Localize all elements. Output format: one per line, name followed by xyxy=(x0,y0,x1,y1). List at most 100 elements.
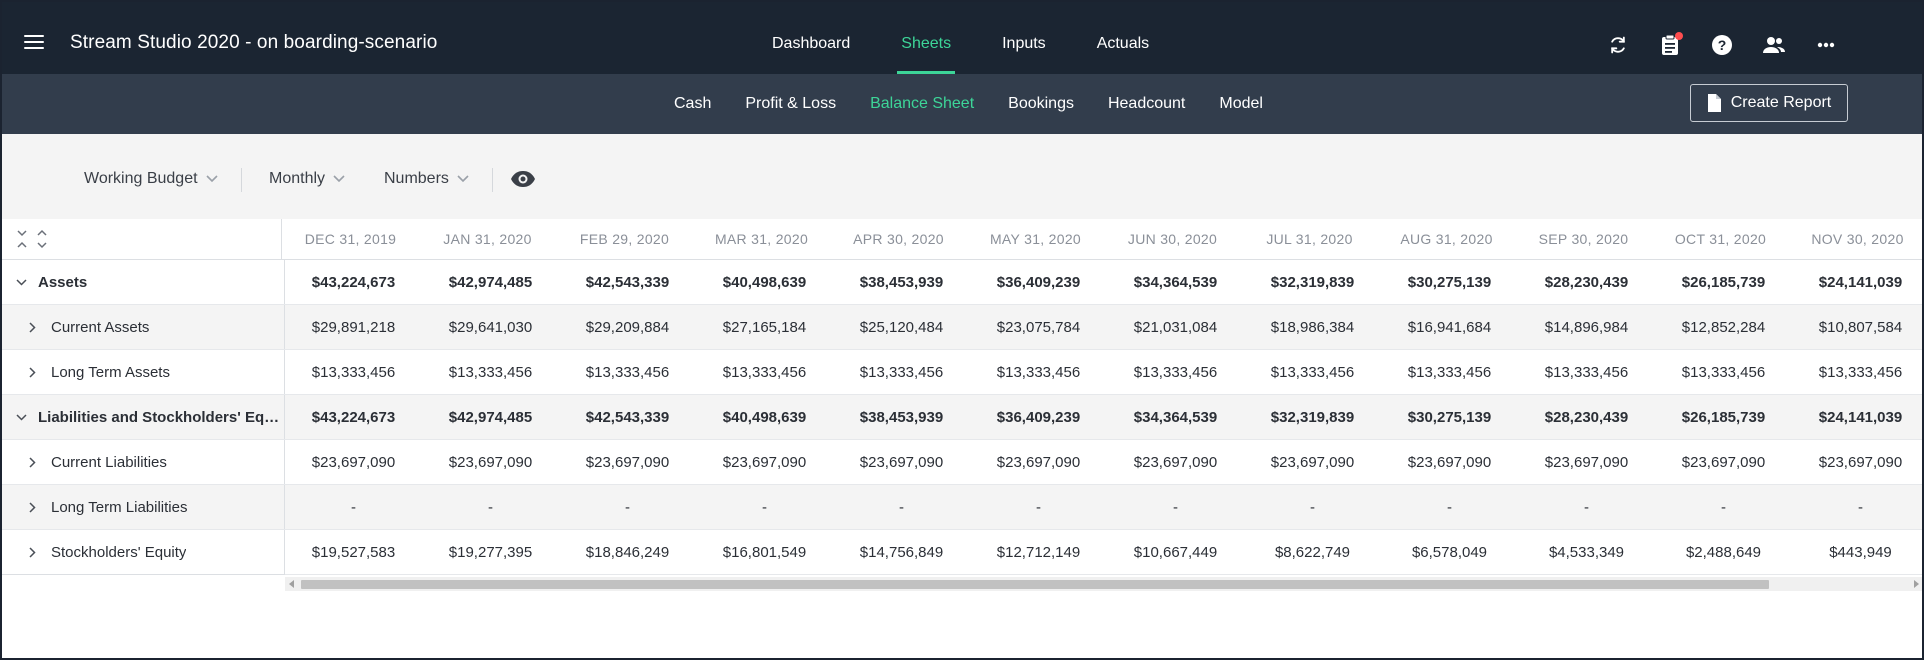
table-cell[interactable]: - xyxy=(351,499,356,516)
table-cell[interactable]: $42,543,339 xyxy=(585,274,670,291)
more-icon[interactable] xyxy=(1800,30,1852,60)
table-cell[interactable]: $32,319,839 xyxy=(1270,274,1355,291)
table-cell[interactable]: $14,756,849 xyxy=(859,544,944,561)
table-cell[interactable]: $13,333,456 xyxy=(585,364,670,381)
row-label[interactable]: Stockholders' Equity xyxy=(2,530,285,574)
table-cell[interactable]: $443,949 xyxy=(1829,544,1892,561)
table-cell[interactable]: $23,075,784 xyxy=(996,319,1081,336)
eye-icon[interactable] xyxy=(510,170,536,193)
table-cell[interactable]: $28,230,439 xyxy=(1544,274,1629,291)
table-cell[interactable]: $13,333,456 xyxy=(1270,364,1355,381)
table-cell[interactable]: $13,333,456 xyxy=(859,364,944,381)
scroll-right-icon[interactable] xyxy=(1914,580,1919,588)
table-cell[interactable]: $34,364,539 xyxy=(1133,409,1218,426)
table-cell[interactable]: $13,333,456 xyxy=(996,364,1081,381)
table-cell[interactable]: $43,224,673 xyxy=(311,274,396,291)
table-cell[interactable]: $23,697,090 xyxy=(722,454,807,471)
period-dropdown[interactable]: Monthly xyxy=(269,170,345,188)
nav-inputs[interactable]: Inputs xyxy=(1002,35,1046,52)
table-cell[interactable]: $28,230,439 xyxy=(1544,409,1629,426)
row-label[interactable]: Current Liabilities xyxy=(2,440,285,484)
table-cell[interactable]: $26,185,739 xyxy=(1681,274,1766,291)
table-cell[interactable]: $36,409,239 xyxy=(996,274,1081,291)
scroll-left-icon[interactable] xyxy=(289,580,294,588)
table-cell[interactable]: $36,409,239 xyxy=(996,409,1081,426)
table-cell[interactable]: $8,622,749 xyxy=(1274,544,1351,561)
table-cell[interactable]: $38,453,939 xyxy=(859,274,944,291)
table-cell[interactable]: $16,941,684 xyxy=(1407,319,1492,336)
chevron-right-icon[interactable] xyxy=(29,321,41,333)
table-cell[interactable]: $32,319,839 xyxy=(1270,409,1355,426)
table-cell[interactable]: $10,667,449 xyxy=(1133,544,1218,561)
table-cell[interactable]: - xyxy=(1584,499,1589,516)
budget-dropdown[interactable]: Working Budget xyxy=(84,170,218,188)
help-icon[interactable]: ? xyxy=(1696,30,1748,60)
table-cell[interactable]: $13,333,456 xyxy=(1818,364,1903,381)
table-cell[interactable]: $38,453,939 xyxy=(859,409,944,426)
nav-dashboard[interactable]: Dashboard xyxy=(772,35,851,52)
table-cell[interactable]: $30,275,139 xyxy=(1407,274,1492,291)
table-cell[interactable]: $23,697,090 xyxy=(1818,454,1903,471)
create-report-button[interactable]: Create Report xyxy=(1690,84,1848,122)
table-cell[interactable]: $42,974,485 xyxy=(448,274,533,291)
expand-all-icon[interactable] xyxy=(36,227,48,251)
table-cell[interactable]: - xyxy=(625,499,630,516)
menu-icon[interactable] xyxy=(24,35,44,49)
table-cell[interactable]: $24,141,039 xyxy=(1818,409,1903,426)
row-label[interactable]: Assets xyxy=(2,260,285,304)
table-cell[interactable]: - xyxy=(1721,499,1726,516)
table-cell[interactable]: $13,333,456 xyxy=(1407,364,1492,381)
table-cell[interactable]: $43,224,673 xyxy=(311,409,396,426)
table-cell[interactable]: - xyxy=(1173,499,1178,516)
table-cell[interactable]: $27,165,184 xyxy=(722,319,807,336)
table-cell[interactable]: $30,275,139 xyxy=(1407,409,1492,426)
table-cell[interactable]: - xyxy=(1447,499,1452,516)
table-cell[interactable]: $13,333,456 xyxy=(1133,364,1218,381)
table-cell[interactable]: $23,697,090 xyxy=(1544,454,1629,471)
table-cell[interactable]: $40,498,639 xyxy=(722,274,807,291)
tab-profit-loss[interactable]: Profit & Loss xyxy=(745,95,837,112)
chevron-right-icon[interactable] xyxy=(29,501,41,513)
table-cell[interactable]: $23,697,090 xyxy=(1681,454,1766,471)
tab-model[interactable]: Model xyxy=(1219,95,1263,112)
format-dropdown[interactable]: Numbers xyxy=(384,170,469,188)
tab-bookings[interactable]: Bookings xyxy=(1008,95,1074,112)
table-cell[interactable]: $10,807,584 xyxy=(1818,319,1903,336)
table-cell[interactable]: $18,986,384 xyxy=(1270,319,1355,336)
table-cell[interactable]: $26,185,739 xyxy=(1681,409,1766,426)
clipboard-icon[interactable] xyxy=(1644,30,1696,60)
table-cell[interactable]: - xyxy=(1310,499,1315,516)
row-label[interactable]: Liabilities and Stockholders' Equity xyxy=(2,395,285,439)
table-cell[interactable]: $25,120,484 xyxy=(859,319,944,336)
chevron-right-icon[interactable] xyxy=(29,366,41,378)
table-cell[interactable]: $42,543,339 xyxy=(585,409,670,426)
table-cell[interactable]: $23,697,090 xyxy=(1133,454,1218,471)
row-label[interactable]: Current Assets xyxy=(2,305,285,349)
table-cell[interactable]: $21,031,084 xyxy=(1133,319,1218,336)
table-cell[interactable]: - xyxy=(1858,499,1863,516)
table-cell[interactable]: $18,846,249 xyxy=(585,544,670,561)
chevron-right-icon[interactable] xyxy=(29,546,41,558)
table-cell[interactable]: $4,533,349 xyxy=(1548,544,1625,561)
table-cell[interactable]: - xyxy=(899,499,904,516)
table-cell[interactable]: $23,697,090 xyxy=(996,454,1081,471)
nav-actuals[interactable]: Actuals xyxy=(1096,35,1150,52)
table-cell[interactable]: $24,141,039 xyxy=(1818,274,1903,291)
table-cell[interactable]: $29,891,218 xyxy=(311,319,396,336)
chevron-down-icon[interactable] xyxy=(16,278,28,286)
row-label[interactable]: Long Term Assets xyxy=(2,350,285,394)
collapse-all-icon[interactable] xyxy=(16,227,28,251)
table-cell[interactable]: $19,527,583 xyxy=(311,544,396,561)
table-cell[interactable]: $19,277,395 xyxy=(448,544,533,561)
table-cell[interactable]: $6,578,049 xyxy=(1411,544,1488,561)
chevron-down-icon[interactable] xyxy=(16,413,28,421)
table-cell[interactable]: $29,209,884 xyxy=(585,319,670,336)
table-cell[interactable]: - xyxy=(1036,499,1041,516)
scrollbar-thumb[interactable] xyxy=(301,580,1769,589)
table-cell[interactable]: $13,333,456 xyxy=(311,364,396,381)
table-cell[interactable]: $23,697,090 xyxy=(448,454,533,471)
table-cell[interactable]: $23,697,090 xyxy=(1270,454,1355,471)
table-cell[interactable]: $12,852,284 xyxy=(1681,319,1766,336)
tab-headcount[interactable]: Headcount xyxy=(1107,95,1186,112)
table-cell[interactable]: - xyxy=(488,499,493,516)
